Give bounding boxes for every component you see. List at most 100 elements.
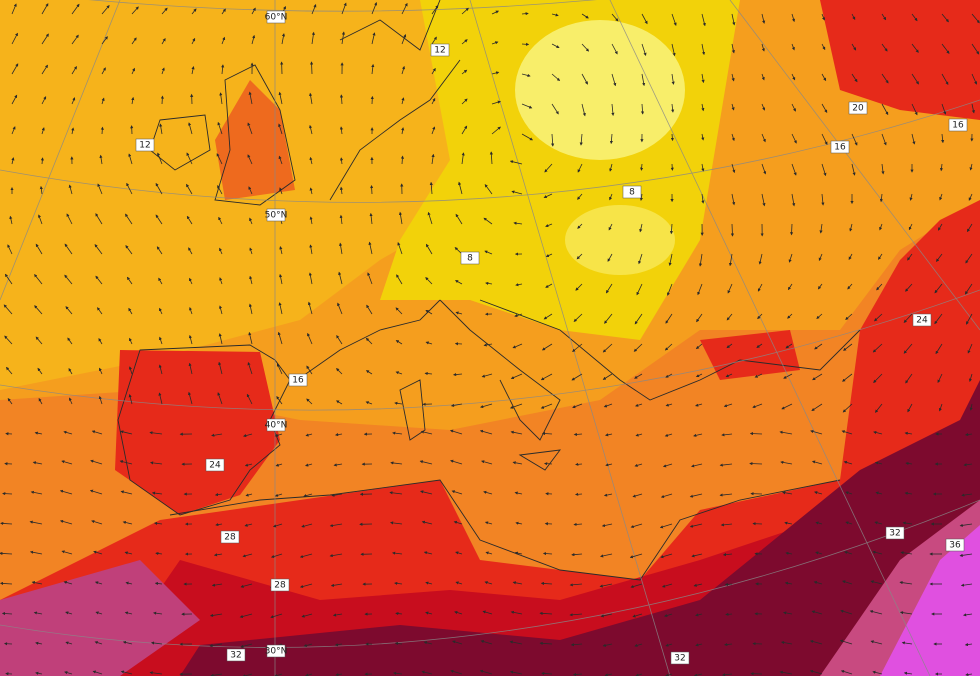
wind-arrow [576,253,583,260]
wind-arrow [311,4,317,15]
contour-label: 28 [220,530,240,544]
wind-arrow [246,393,253,405]
wind-arrow [761,13,766,24]
wind-arrow [873,373,883,384]
wind-arrow [581,103,586,117]
wind-arrow [150,641,163,645]
wind-arrow [305,463,313,467]
wind-arrow [491,10,500,15]
wind-arrow [633,343,643,352]
wind-arrow [94,244,103,255]
wind-arrow [218,333,223,345]
wind-arrow [911,73,919,85]
wind-arrow [941,133,945,144]
wind-arrow [395,307,403,315]
wind-arrow [392,551,403,555]
wind-arrow [64,274,73,285]
wind-arrow [95,275,103,285]
wind-arrow [540,373,553,381]
wind-arrow [65,611,73,615]
wind-arrow [161,7,168,15]
wind-arrow [965,253,973,264]
wind-arrow [310,61,314,75]
wind-arrow [816,313,823,320]
wind-arrow [572,672,583,676]
wind-arrow [573,313,583,322]
wind-arrow [187,391,193,405]
wind-arrow [512,343,523,349]
wind-arrow [634,313,643,325]
wind-arrow [91,520,103,525]
wind-arrow [449,429,463,435]
wind-arrow [761,43,765,52]
wind-arrow [551,13,559,17]
wind-arrow [59,489,73,495]
wind-arrow [371,32,376,45]
wind-arrow [664,343,673,351]
contour-label: 12 [139,141,150,151]
wind-arrow [341,31,346,45]
wind-arrow [91,430,103,435]
wind-arrow [509,403,523,409]
wind-arrow [129,337,133,345]
wind-arrow [670,133,674,142]
wind-arrow [541,431,553,436]
wind-arrow [126,182,133,195]
wind-arrow [64,671,73,675]
wind-arrow [480,403,493,409]
wind-arrow [158,392,163,405]
wind-arrow [843,460,853,465]
wind-arrow [98,367,103,375]
wind-arrow [431,126,436,135]
wind-arrow [879,193,883,203]
wind-arrow [902,521,913,525]
wind-arrow [791,163,797,176]
wind-arrow [157,152,163,165]
wind-arrow [719,463,733,467]
wind-arrow [841,430,853,435]
wind-arrow [878,253,883,260]
wind-arrow [247,154,253,165]
wind-arrow [602,373,613,380]
contour-label-box [205,458,225,472]
wind-arrow [701,193,705,204]
contour-label: 8 [629,188,635,198]
wind-arrow [191,8,197,15]
wind-arrow [484,184,493,195]
wind-arrow [461,98,468,105]
wind-arrow [308,272,313,285]
wind-arrow [119,460,133,465]
latitude-label: 60°N [265,13,288,23]
wind-arrow [809,639,823,645]
labels: 60°N 50°N 40°N 30°N 12 12 20 16 8 8 16 24 28 28 32 24 32… [135,10,968,665]
wind-arrow [971,103,975,114]
wind-arrow [903,343,913,354]
wind-arrow [969,163,973,171]
wind-arrow [394,641,403,646]
wind-arrow [431,36,437,45]
wind-arrow [425,309,433,315]
wind-arrow [810,430,823,435]
wind-arrow [961,493,973,497]
wind-arrow [335,673,343,676]
wind-arrow [131,67,135,75]
wind-arrow [911,43,919,53]
wind-arrow [365,337,373,345]
wind-arrow [454,610,463,615]
wind-arrow [307,332,313,345]
wind-arrow [188,362,193,375]
wind-arrow [641,13,648,25]
wind-arrow [278,91,283,105]
wind-arrow [630,583,643,589]
wind-arrow [731,193,736,206]
wind-arrow [609,193,613,201]
wind-arrow [450,459,463,465]
wind-arrow [911,103,918,116]
wind-arrow [695,373,703,378]
wind-arrow [701,103,705,112]
wind-arrow [640,163,644,171]
wind-arrow [186,183,193,195]
wind-arrow [126,276,133,285]
wind-arrow [330,583,343,587]
wind-arrow [641,43,647,57]
